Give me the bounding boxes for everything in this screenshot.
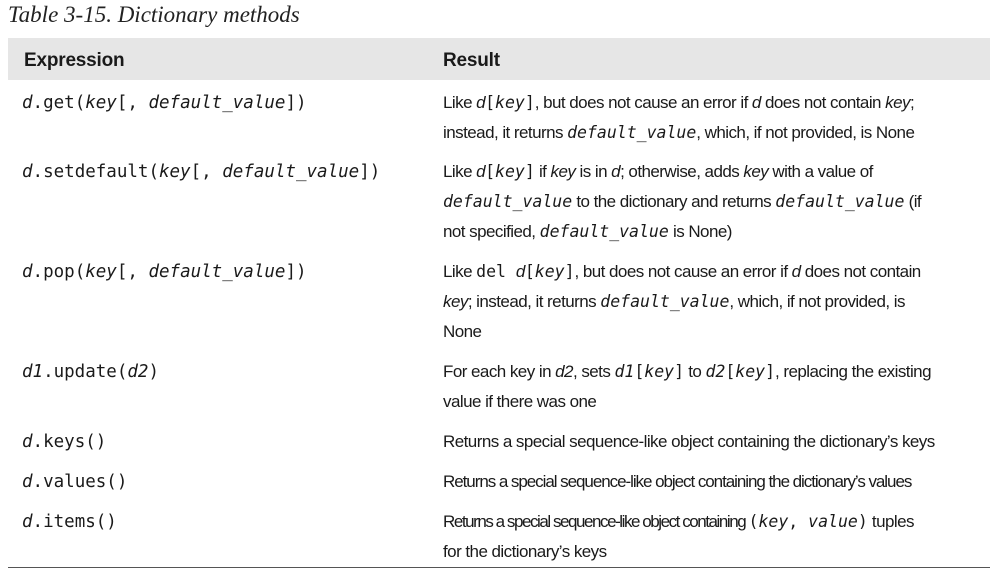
result-cell: Returns a special sequence-like object c… bbox=[443, 512, 915, 561]
expression-cell: d.setdefault(key[, default_value]) bbox=[22, 162, 381, 182]
expression-cell: d.values() bbox=[22, 472, 128, 492]
dictionary-methods-table: Expression Result d.get(key[, default_va… bbox=[8, 38, 990, 561]
table-bottom-rule bbox=[8, 567, 990, 568]
result-cell: For each key in d2, sets d1[key] to d2[k… bbox=[443, 362, 932, 411]
expression-cell: d.pop(key[, default_value]) bbox=[22, 262, 307, 282]
result-cell: Like d[key], but does not cause an error… bbox=[443, 93, 915, 142]
expression-cell: d.items() bbox=[22, 512, 117, 532]
column-header-expression: Expression bbox=[24, 50, 125, 71]
expression-cell: d1.update(d2) bbox=[22, 362, 159, 382]
result-cell: Returns a special sequence-like object c… bbox=[443, 432, 935, 451]
result-cell: Like del d[key], but does not cause an e… bbox=[443, 262, 921, 341]
column-header-result: Result bbox=[443, 50, 500, 71]
table-header: Expression Result bbox=[8, 38, 990, 80]
result-cell: Returns a special sequence-like object c… bbox=[443, 472, 912, 491]
expression-cell: d.keys() bbox=[22, 432, 107, 452]
result-cell: Like d[key] if key is in d; otherwise, a… bbox=[443, 162, 922, 241]
expression-cell: d.get(key[, default_value]) bbox=[22, 93, 307, 113]
table-caption: Table 3-15. Dictionary methods bbox=[8, 2, 300, 27]
